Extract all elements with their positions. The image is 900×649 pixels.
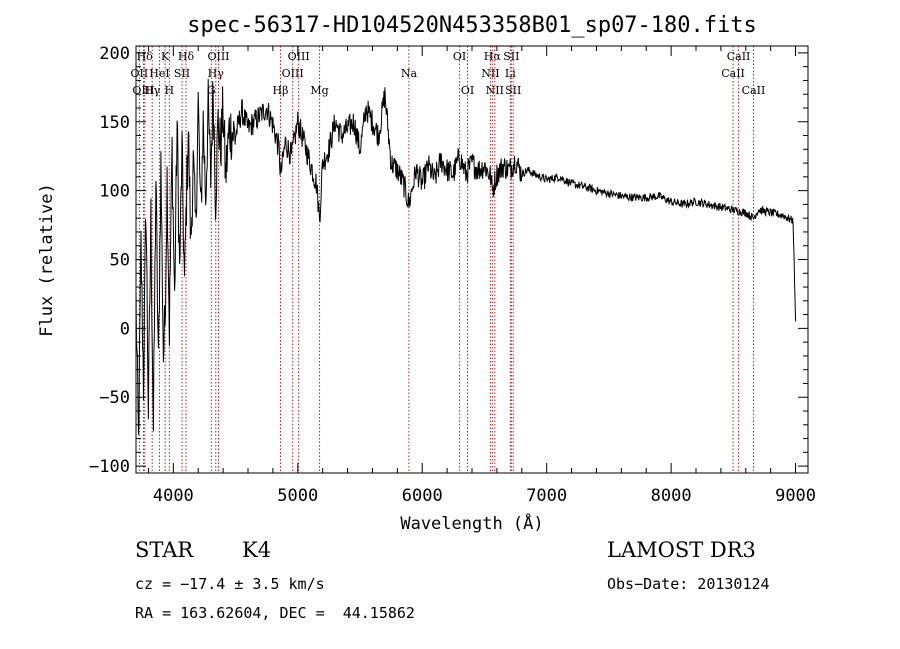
line-marker-label: Hδ — [137, 50, 154, 63]
chart-title: spec-56317-HD104520N453358B01_sp07-180.f… — [187, 13, 757, 38]
line-marker-label: OIII — [207, 50, 229, 63]
line-marker-label: NII — [486, 84, 504, 97]
y-tick-label: −50 — [99, 388, 130, 408]
y-tick-label: 50 — [110, 251, 130, 271]
x-tick-label: 5000 — [277, 486, 318, 506]
line-marker-label: Mg — [310, 84, 328, 97]
x-tick-label: 4000 — [153, 486, 194, 506]
redshift-velocity: cz = −17.4 ± 3.5 km/s — [135, 575, 325, 593]
object-type: STAR — [135, 538, 194, 562]
x-tick-label: 6000 — [402, 486, 443, 506]
line-marker-label: Li — [505, 67, 516, 80]
x-tick-label: 8000 — [651, 486, 692, 506]
line-marker-label: Hα — [484, 50, 502, 63]
x-tick-label: 9000 — [775, 486, 816, 506]
line-marker-label: NII — [481, 67, 499, 80]
line-marker-label: OII — [131, 67, 149, 80]
y-tick-label: 100 — [99, 182, 130, 202]
line-marker-label: H — [165, 84, 175, 97]
y-axis-label: Flux (relative) — [37, 183, 57, 337]
line-marker-label: SII — [174, 67, 190, 80]
plot-frame — [135, 45, 809, 474]
y-tick-label: −100 — [89, 457, 130, 477]
x-axis: 4000 5000 6000 7000 8000 9000 — [147, 46, 816, 506]
line-marker-label: SII — [505, 84, 521, 97]
line-marker-label: Hβ — [273, 84, 289, 97]
line-marker-label: OI — [461, 84, 474, 97]
line-marker-label: Hγ — [144, 84, 161, 97]
line-marker-label: K — [161, 50, 170, 63]
spectral-subclass: K4 — [242, 538, 272, 562]
line-marker-label: G — [207, 84, 216, 97]
line-marker-label: Na — [401, 67, 418, 80]
line-marker-label: CaII — [721, 67, 745, 80]
x-tick-label: 7000 — [526, 486, 567, 506]
y-tick-label: 200 — [99, 44, 130, 64]
line-marker-label: OI — [453, 50, 466, 63]
spectrum-line — [135, 78, 797, 435]
y-axis: −100 −50 0 50 100 150 200 — [89, 44, 808, 477]
line-marker-label: Hγ — [208, 67, 225, 80]
coordinates: RA = 163.62604, DEC = 44.15862 — [135, 604, 415, 622]
survey-name: LAMOST DR3 — [607, 538, 756, 562]
x-axis-label: Wavelength (Å) — [400, 512, 543, 534]
observation-date: Obs−Date: 20130124 — [607, 575, 770, 593]
line-marker-label: OIII — [282, 67, 304, 80]
line-marker-label: CaII — [742, 84, 766, 97]
line-marker-label: CaII — [727, 50, 751, 63]
line-markers — [138, 46, 754, 473]
line-marker-label: SII — [503, 50, 519, 63]
y-tick-label: 150 — [99, 113, 130, 133]
line-marker-label: Hδ — [178, 50, 195, 63]
line-marker-label: OIII — [288, 50, 310, 63]
y-tick-label: 0 — [120, 319, 130, 339]
line-marker-label: HeI — [149, 67, 169, 80]
